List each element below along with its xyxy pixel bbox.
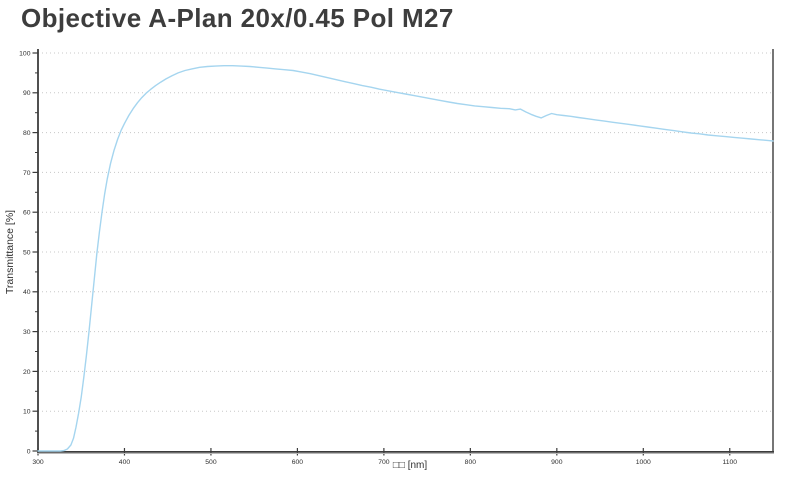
y-tick-label: 100 <box>19 50 31 57</box>
y-tick-label: 10 <box>23 409 31 416</box>
chart-title: Objective A-Plan 20x/0.45 Pol M27 <box>21 3 454 33</box>
y-tick-label: 80 <box>23 130 31 137</box>
y-tick-label: 30 <box>23 329 31 336</box>
y-tick-label: 60 <box>23 210 31 217</box>
x-tick-label: 300 <box>32 459 44 466</box>
x-axis-label: □□ [nm] <box>392 460 428 471</box>
y-tick-label: 50 <box>23 249 31 256</box>
x-tick-label: 400 <box>119 459 131 466</box>
x-tick-label: 1000 <box>636 459 651 466</box>
x-tick-label: 700 <box>378 459 390 466</box>
x-tick-label: 600 <box>292 459 304 466</box>
transmittance-curve <box>37 64 774 452</box>
y-tick-label: 0 <box>27 448 31 455</box>
x-tick-label: 800 <box>465 459 477 466</box>
x-tick-label: 500 <box>205 459 217 466</box>
y-tick-label: 40 <box>23 289 31 296</box>
y-tick-label: 20 <box>23 369 31 376</box>
y-tick-label: 90 <box>23 90 31 97</box>
x-tick-label: 1100 <box>722 459 737 466</box>
y-tick-label: 70 <box>23 170 31 177</box>
x-tick-label: 900 <box>551 459 563 466</box>
